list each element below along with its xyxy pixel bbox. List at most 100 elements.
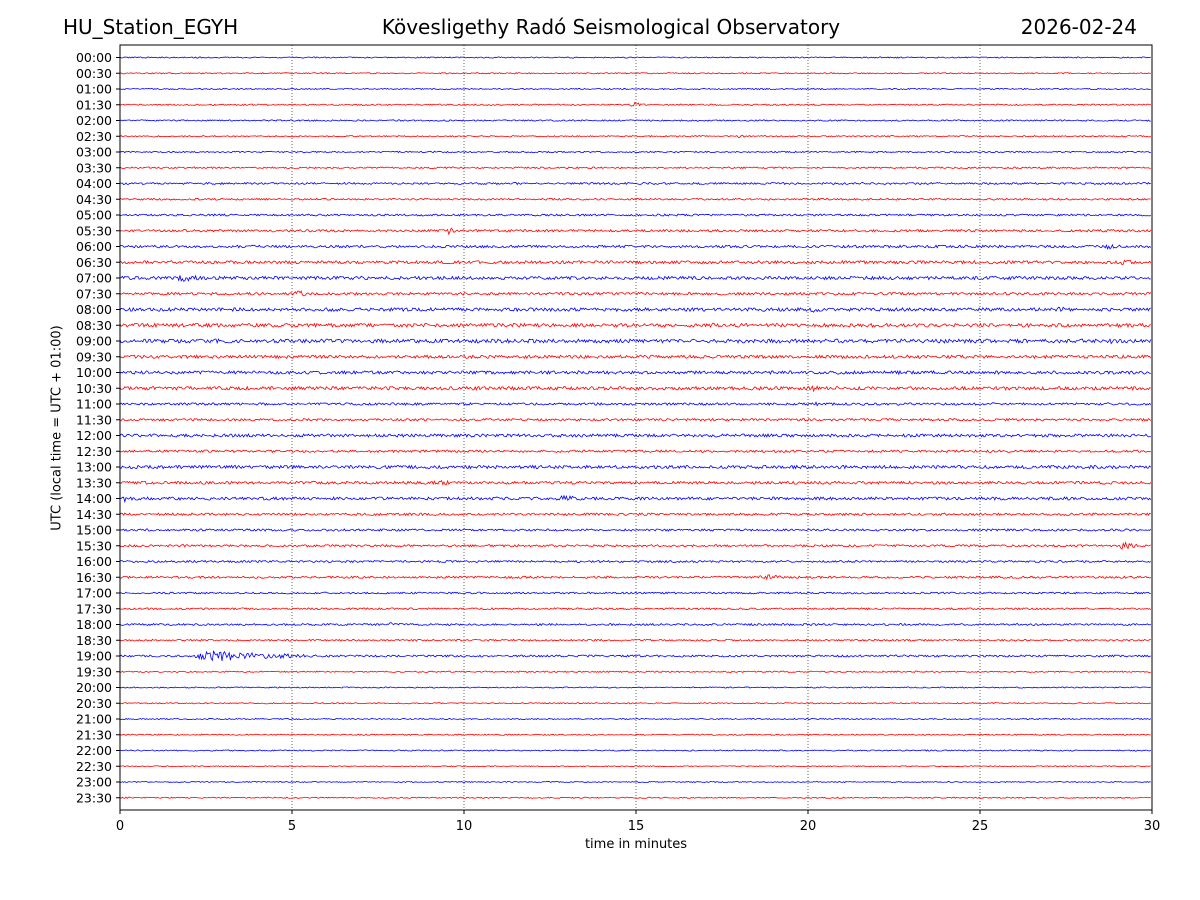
y-tick-label: 00:30	[76, 66, 112, 81]
y-tick-label: 13:30	[76, 475, 112, 490]
y-tick-label: 21:00	[76, 712, 112, 727]
y-tick-label: 03:30	[76, 160, 112, 175]
trace-0630	[119, 259, 1152, 266]
x-axis-label: time in minutes	[584, 837, 688, 852]
y-tick-label: 21:30	[76, 727, 112, 742]
trace-1830	[119, 638, 1151, 642]
y-tick-label: 17:00	[76, 586, 112, 601]
y-tick-label: 19:00	[76, 649, 112, 664]
trace-0130	[119, 101, 1151, 107]
trace-0730	[119, 290, 1152, 297]
y-tick-label: 20:00	[76, 680, 112, 695]
y-tick-label: 10:30	[76, 381, 112, 396]
y-tick-label: 01:30	[76, 97, 112, 112]
x-tick-label: 20	[800, 819, 817, 834]
trace-2300	[119, 781, 1151, 783]
x-tick-label: 15	[628, 819, 645, 834]
trace-0330	[119, 166, 1151, 170]
trace-1730	[119, 607, 1152, 611]
chart-date: 2026-02-24	[1020, 15, 1137, 39]
trace-0230	[119, 134, 1151, 139]
trace-1630	[119, 574, 1151, 581]
trace-2100	[119, 717, 1152, 721]
trace-1500	[119, 528, 1152, 532]
trace-0930	[119, 354, 1152, 360]
y-tick-label: 09:30	[76, 349, 112, 364]
trace-1230	[119, 449, 1151, 454]
x-tick-label: 30	[1144, 819, 1161, 834]
y-axis-label: UTC (local time = UTC + 01:00)	[49, 325, 65, 531]
y-tick-label: 05:00	[76, 208, 112, 223]
trace-1600	[119, 559, 1152, 564]
y-tick-label: 08:00	[76, 302, 112, 317]
y-tick-label: 07:00	[76, 271, 112, 286]
trace-0700	[119, 274, 1151, 282]
y-tick-label: 11:30	[76, 412, 112, 427]
grid-lines	[291, 45, 981, 810]
trace-0900	[119, 338, 1152, 345]
y-tick-label: 06:30	[76, 255, 112, 270]
y-tick-label: 04:30	[76, 192, 112, 207]
trace-0000	[119, 56, 1151, 59]
y-tick-label: 07:30	[76, 286, 112, 301]
y-tick-label: 06:00	[76, 239, 112, 254]
trace-2130	[119, 733, 1151, 736]
x-tick-label: 0	[116, 819, 124, 834]
y-tick-label: 03:00	[76, 145, 112, 160]
y-tick-label: 14:00	[76, 491, 112, 506]
y-tick-label: 09:00	[76, 334, 112, 349]
trace-1400	[119, 494, 1152, 504]
y-tick-label: 17:30	[76, 601, 112, 616]
trace-0400	[119, 181, 1151, 186]
trace-0200	[119, 119, 1151, 122]
y-tick-label: 02:00	[76, 113, 112, 128]
trace-2200	[119, 749, 1152, 752]
y-tick-label: 05:30	[76, 223, 112, 238]
y-tick-label: 22:00	[76, 743, 112, 758]
y-tick-label: 12:00	[76, 428, 112, 443]
y-tick-label: 14:30	[76, 507, 112, 522]
y-tick-label: 00:00	[76, 50, 112, 65]
y-tick-label: 23:30	[76, 790, 112, 805]
y-axis-ticks: 00:0000:3001:0001:3002:0002:3003:0003:30…	[76, 50, 120, 805]
x-axis-ticks: 0 5 10 15 20 25 30	[116, 810, 1160, 834]
trace-0300	[119, 150, 1151, 154]
y-tick-label: 20:30	[76, 696, 112, 711]
y-tick-label: 10:00	[76, 365, 112, 380]
trace-1300	[119, 464, 1152, 470]
y-tick-label: 16:00	[76, 554, 112, 569]
trace-1700	[119, 591, 1151, 595]
y-tick-label: 16:30	[76, 570, 112, 585]
trace-0500	[119, 213, 1152, 217]
y-tick-label: 15:00	[76, 523, 112, 538]
x-tick-label: 25	[972, 819, 989, 834]
trace-0030	[119, 72, 1151, 75]
trace-1900	[119, 650, 1151, 662]
y-tick-label: 18:30	[76, 633, 112, 648]
y-tick-label: 19:30	[76, 664, 112, 679]
trace-2000	[119, 686, 1152, 689]
trace-2230	[119, 765, 1151, 768]
trace-1330	[119, 479, 1152, 486]
trace-0430	[119, 197, 1151, 201]
trace-0600	[119, 243, 1152, 250]
trace-1130	[119, 417, 1152, 422]
trace-1000	[119, 369, 1151, 376]
y-tick-label: 18:00	[76, 617, 112, 632]
y-tick-label: 08:30	[76, 318, 112, 333]
trace-1200	[119, 433, 1151, 439]
y-tick-label: 01:00	[76, 82, 112, 97]
trace-0100	[119, 87, 1151, 91]
trace-2030	[120, 702, 1151, 705]
x-tick-label: 5	[288, 819, 296, 834]
y-tick-label: 11:00	[76, 397, 112, 412]
seismogram-traces	[119, 56, 1152, 799]
trace-1930	[119, 670, 1151, 674]
y-tick-label: 15:30	[76, 538, 112, 553]
trace-1800	[119, 622, 1151, 627]
y-tick-label: 12:30	[76, 444, 112, 459]
y-tick-label: 22:30	[76, 759, 112, 774]
y-tick-label: 13:00	[76, 460, 112, 475]
y-tick-label: 04:00	[76, 176, 112, 191]
